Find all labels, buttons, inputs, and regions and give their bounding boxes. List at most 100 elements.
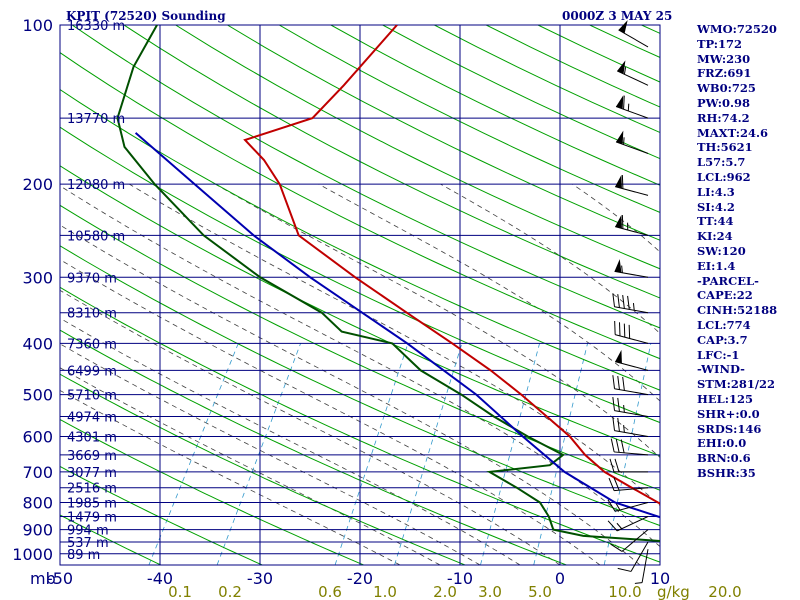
wind-barb xyxy=(612,417,649,437)
sounding-index: -PARCEL- xyxy=(697,273,759,288)
height-label: 12080 m xyxy=(67,178,125,193)
moist-adiabat-line xyxy=(215,183,660,459)
sounding-index: FRZ:691 xyxy=(697,66,752,81)
dry-adiabat-line xyxy=(0,25,59,565)
wind-barb xyxy=(615,174,649,196)
pressure-tick-label: 700 xyxy=(22,463,53,482)
sounding-index: SW:120 xyxy=(697,243,746,258)
height-label: 3669 m xyxy=(67,449,117,464)
dry-adiabat-line xyxy=(60,418,364,565)
dry-adiabat-line xyxy=(60,329,567,565)
pressure-unit-label: mb xyxy=(30,569,56,588)
mixing-ratio-label: 0.1 xyxy=(168,583,192,600)
wind-barb xyxy=(607,499,649,512)
dry-adiabat-line xyxy=(60,286,660,563)
pressure-tick-label: 500 xyxy=(22,386,53,405)
dry-adiabat-line xyxy=(60,126,660,424)
wind-barb xyxy=(614,320,649,344)
sounding-index: WB0:725 xyxy=(697,81,756,96)
height-label: 2516 m xyxy=(67,482,117,497)
moist-adiabat-line xyxy=(60,367,441,565)
dry-adiabat-line xyxy=(60,514,162,565)
height-label: 9370 m xyxy=(67,271,117,286)
height-label: 89 m xyxy=(67,548,100,563)
mixing-ratio-label: 20.0 xyxy=(708,583,741,600)
mixing-ratio-line xyxy=(603,343,652,565)
wind-barb xyxy=(612,375,649,396)
pressure-tick-label: 800 xyxy=(22,494,53,513)
moist-adiabat-line xyxy=(60,317,521,565)
wind-barb xyxy=(615,130,649,154)
temperature-tick-label: 0 xyxy=(555,569,565,588)
height-label: 16330 m xyxy=(67,19,125,34)
height-label: 8310 m xyxy=(67,307,117,322)
sounding-index: TH:5621 xyxy=(697,140,753,155)
moist-adiabat-line xyxy=(60,259,601,565)
pressure-tick-label: 1000 xyxy=(12,545,53,564)
dewpoint-profile-line xyxy=(116,25,660,543)
height-label: 7360 m xyxy=(67,337,117,352)
mixing-ratio-label: 5.0 xyxy=(528,583,552,600)
wind-barb xyxy=(614,259,649,278)
height-label: 4301 m xyxy=(67,430,117,445)
wind-barb xyxy=(609,458,648,473)
sounding-index: BRN:0.6 xyxy=(697,451,751,466)
wind-barb xyxy=(615,214,649,236)
pressure-tick-label: 300 xyxy=(22,268,53,287)
moist-adiabat-line xyxy=(60,185,660,548)
sounding-indices-list: WMO:72520 TP:172 MW:230 FRZ:691 WB0:725 PW:0.… xyxy=(697,22,777,481)
station-title: KPIT (72520) Sounding xyxy=(66,9,226,23)
sounding-index: TP:172 xyxy=(697,36,743,51)
wind-barb xyxy=(607,516,649,532)
temperature-tick-label: -40 xyxy=(147,569,173,588)
height-label: 10580 m xyxy=(67,229,125,244)
mixing-ratio-line xyxy=(533,343,588,565)
dry-adiabat-line xyxy=(123,25,660,299)
moist-adiabat-line xyxy=(793,184,800,565)
temperature-tick-label: -30 xyxy=(247,569,273,588)
mixing-ratio-line xyxy=(334,343,409,565)
sounding-index: EHI:0.0 xyxy=(697,436,747,451)
dry-adiabat-line xyxy=(175,25,660,270)
pressure-tick-label: 200 xyxy=(22,175,53,194)
sounding-index: CAP:3.7 xyxy=(697,332,748,347)
wind-barb xyxy=(618,20,649,48)
height-label: 6499 m xyxy=(67,364,117,379)
sounding-time: 0000Z 3 MAY 25 xyxy=(562,9,673,23)
wind-barb xyxy=(615,95,649,119)
dry-adiabat-line xyxy=(60,373,466,565)
parcel-path-line xyxy=(134,132,660,519)
sounding-index: LI:4.3 xyxy=(697,184,735,199)
temperature-profile-line xyxy=(243,25,660,505)
sounding-index: PW:0.98 xyxy=(697,95,751,110)
mixing-ratio-line xyxy=(148,343,239,565)
sounding-index: WMO:72520 xyxy=(697,22,777,36)
height-label: 994 m xyxy=(67,524,109,539)
mixing-ratio-label: 2.0 xyxy=(433,583,457,600)
sounding-index: SRDS:146 xyxy=(697,421,762,436)
sounding-index: TT:44 xyxy=(697,214,734,229)
mixing-ratio-unit-label: g/kg xyxy=(657,583,690,600)
moist-adiabat-line xyxy=(60,224,641,565)
mixing-ratio-label: 0.2 xyxy=(218,583,242,600)
sounding-index: LCL:774 xyxy=(697,317,751,332)
moist-adiabat-line xyxy=(440,183,660,334)
mixing-ratio-line xyxy=(216,343,301,565)
pressure-tick-label: 100 xyxy=(22,16,53,35)
sounding-index: L57:5.7 xyxy=(697,155,746,170)
wind-barb xyxy=(610,529,649,552)
mixing-ratio-label: 3.0 xyxy=(478,583,502,600)
wind-barb xyxy=(617,541,649,572)
sounding-index: LCL:962 xyxy=(697,169,751,184)
wind-barb xyxy=(612,397,649,417)
sounding-index: SHR+:0.0 xyxy=(697,406,760,421)
mixing-ratio-label: 10.0 xyxy=(608,583,641,600)
pressure-tick-label: 400 xyxy=(22,334,53,353)
mixing-ratio-label: 1.0 xyxy=(373,583,397,600)
dry-adiabat-line xyxy=(60,204,660,491)
height-label: 4974 m xyxy=(67,411,117,426)
temperature-tick-label: -10 xyxy=(447,569,473,588)
height-label: 1479 m xyxy=(67,510,117,525)
sounding-index: CAPE:22 xyxy=(697,288,753,303)
